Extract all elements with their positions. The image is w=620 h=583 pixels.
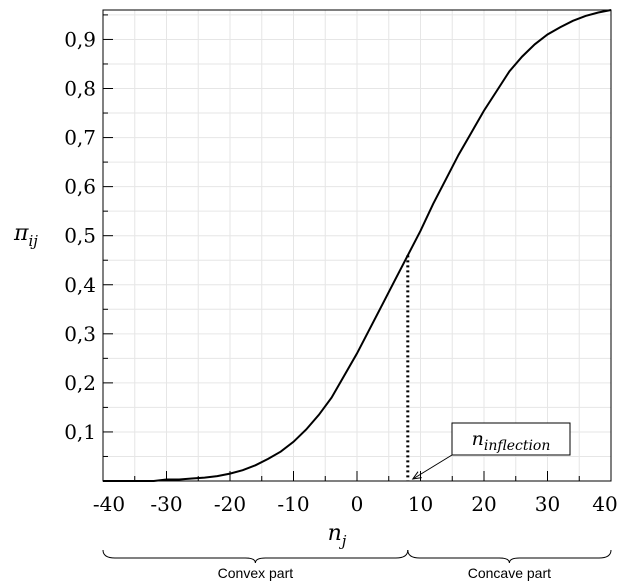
inflection-layer: ninflection bbox=[406, 255, 571, 481]
x-tick-label: 30 bbox=[535, 492, 560, 516]
inflection-arrowhead bbox=[411, 471, 422, 480]
y-tick-label: 0,3 bbox=[64, 322, 96, 346]
y-tick-label: 0,2 bbox=[64, 371, 96, 395]
y-axis-label: πij bbox=[13, 221, 38, 250]
brackets: Convex part Concave part bbox=[102, 549, 612, 581]
series-line bbox=[103, 9, 612, 482]
x-tick-label: -40 bbox=[93, 492, 125, 516]
x-axis-label-base: n bbox=[328, 521, 342, 546]
y-axis-label-sub: ij bbox=[29, 232, 39, 250]
y-axis-label-base: π bbox=[13, 221, 29, 246]
y-tick-label: 0,5 bbox=[64, 224, 96, 248]
x-axis-label-sub: j bbox=[339, 532, 347, 550]
x-axis-label: nj bbox=[328, 521, 347, 550]
x-tick-label: -20 bbox=[214, 492, 246, 516]
y-tick-label: 0,1 bbox=[64, 420, 96, 444]
brace-label: Concave part bbox=[468, 565, 551, 581]
brace-convex bbox=[102, 549, 409, 564]
x-tick-label: 10 bbox=[408, 492, 433, 516]
x-tick-label: -10 bbox=[277, 492, 309, 516]
x-tick-label: -30 bbox=[150, 492, 182, 516]
inflection-label-box bbox=[451, 422, 571, 456]
y-tick-label: 0,9 bbox=[64, 27, 96, 51]
x-tick-label: 20 bbox=[471, 492, 496, 516]
y-tick-label: 0,4 bbox=[64, 273, 96, 297]
inflection-label-base: n bbox=[472, 428, 484, 450]
y-tick-label: 0,7 bbox=[64, 126, 96, 150]
y-tick-label: 0,6 bbox=[64, 175, 96, 199]
brace-concave bbox=[407, 549, 612, 564]
inflection-label: ninflection bbox=[472, 428, 551, 454]
ticks bbox=[102, 14, 612, 481]
inflection-label-sub: inflection bbox=[484, 438, 551, 454]
grid bbox=[102, 10, 612, 481]
brace-label: Convex part bbox=[218, 565, 294, 581]
x-tick-label: 40 bbox=[592, 492, 617, 516]
x-tick-labels: -40 -30 -20 -10 0 10 20 30 40 bbox=[93, 492, 618, 516]
y-tick-labels: 0,1 0,2 0,3 0,4 0,5 0,6 0,7 0,8 0,9 bbox=[64, 27, 96, 444]
inflection-arrow bbox=[412, 454, 453, 480]
x-tick-label: 0 bbox=[351, 492, 364, 516]
y-tick-label: 0,8 bbox=[64, 77, 96, 101]
curve-layer bbox=[103, 9, 612, 482]
